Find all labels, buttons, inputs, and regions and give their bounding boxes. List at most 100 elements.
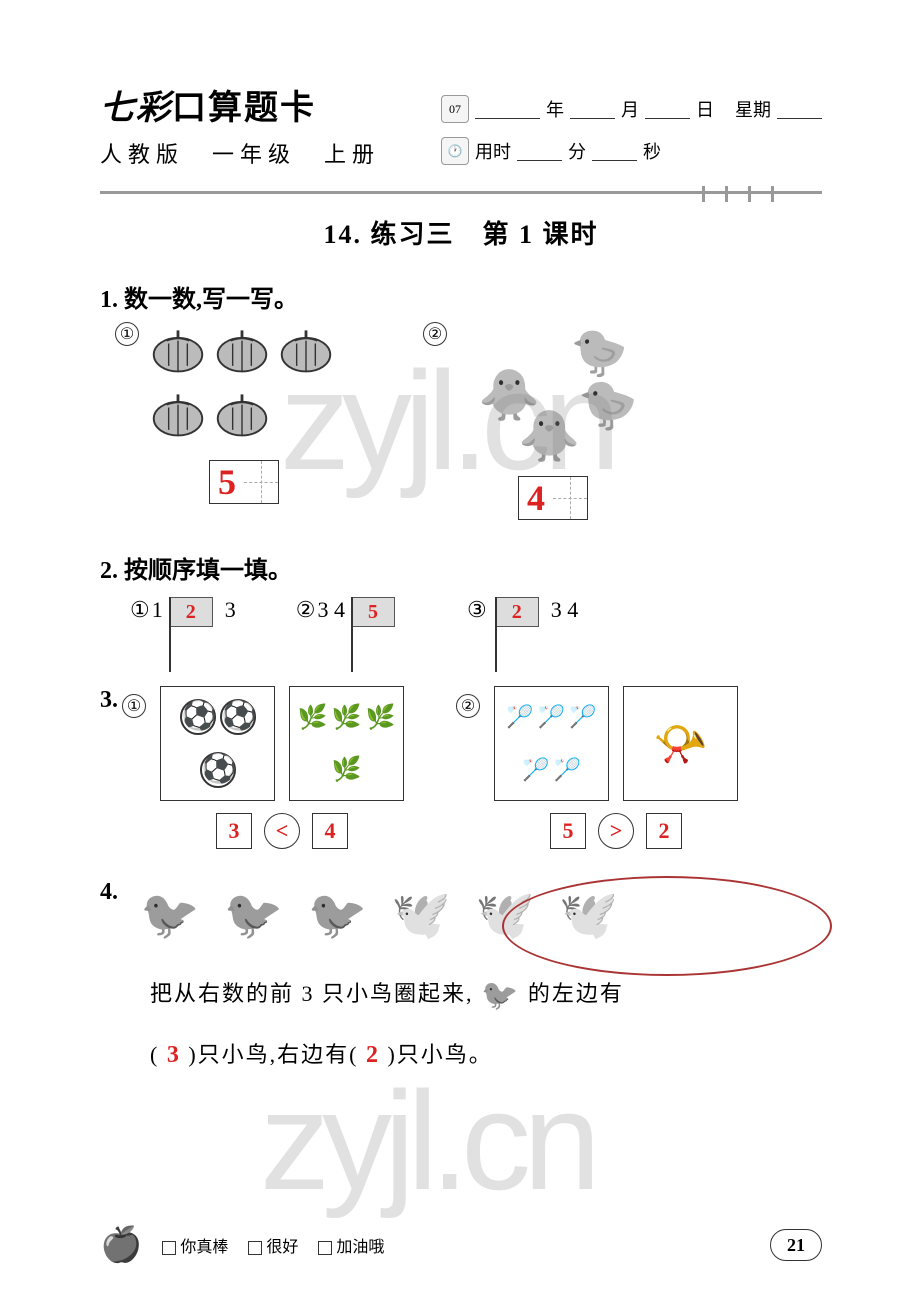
footer-option[interactable]: 你真棒 (162, 1233, 228, 1257)
q2-item-1: ① 1 2 3 (130, 597, 236, 657)
bird-icon: 🐦 (224, 886, 284, 943)
weekday-label: 星期 (735, 96, 771, 122)
bird-icon: 🐦 (140, 886, 200, 943)
question-2: 2. 按顺序填一填。 ① 1 2 3 ② 3 4 5 ③ 2 3 4 (100, 550, 822, 657)
q2-label: 2. 按顺序填一填。 (100, 550, 822, 585)
answer-grid (244, 461, 278, 503)
answer-1: 5 (210, 461, 244, 503)
pumpkin-icon (214, 390, 270, 438)
q4-ans1: 3 (167, 1042, 181, 1068)
q4-ans2: 2 (366, 1042, 380, 1068)
q2-item-2: ② 3 4 5 (296, 597, 407, 657)
q3-label: 3. (100, 687, 118, 713)
plant-icon: 🌿 (298, 703, 328, 732)
question-3: 3. ① 🌿🌿 🌿🌿 3 < 4 ② (100, 687, 822, 849)
watermark-text: zyjl.cn (260, 1060, 593, 1222)
q1-item-1: ① 5 (150, 326, 338, 520)
plant-icon: 🌿 (365, 703, 395, 732)
q2-after: 3 (225, 597, 236, 623)
q2-marker: ① (130, 597, 150, 623)
inline-bird-icon: 🐦 (481, 979, 520, 1012)
q3-group-2: ② 🏸🏸🏸 🏸🏸 📯 5 > 2 (494, 686, 738, 849)
left-num: 3 (216, 813, 252, 849)
flag-icon: 5 (351, 597, 401, 657)
month-blank[interactable] (570, 99, 615, 119)
clock-icon: 🕐 (441, 137, 469, 165)
flag-value: 5 (351, 597, 395, 627)
shuttle-icon: 🏸 (569, 704, 596, 730)
answer-2: 4 (519, 477, 553, 519)
month-label: 月 (621, 96, 639, 122)
weekday-blank[interactable] (777, 99, 822, 119)
compare-op: < (264, 813, 300, 849)
bird-icon: 🕊️ (391, 886, 451, 943)
date-row: 07 年 月 日 星期 (441, 95, 822, 123)
shuttle-box: 🏸🏸🏸 🏸🏸 (494, 686, 609, 801)
footer-option[interactable]: 加油哦 (318, 1233, 384, 1257)
answer-box-1[interactable]: 5 (209, 460, 279, 504)
mascot-icon: 🍎 (100, 1225, 142, 1265)
flag-icon: 2 (169, 597, 219, 657)
pumpkin-icon (214, 326, 270, 374)
whistle-box: 📯 (623, 686, 738, 801)
day-label: 日 (696, 96, 714, 122)
lesson-title: 14. 练习三 第 1 课时 (100, 214, 822, 251)
whistle-icon: 📯 (653, 718, 708, 770)
pumpkin-icon (150, 390, 206, 438)
main-title: 七彩口算题卡 (100, 80, 380, 129)
q2-after: 3 4 (551, 597, 579, 623)
q4-p3c: )只小鸟,右边有( (181, 1042, 366, 1067)
min-blank[interactable] (517, 141, 562, 161)
chick-group: 🐤 🐥 🐤 🐥 (458, 326, 648, 466)
q1-item-2: ② 🐤 🐥 🐤 🐥 4 (458, 326, 648, 520)
q3-group-1: ① 🌿🌿 🌿🌿 3 < 4 (160, 686, 404, 849)
q4-p3o: ( (150, 1042, 167, 1067)
title-suffix: 口算题卡 (172, 90, 316, 127)
q2-before: 1 (152, 597, 163, 623)
bird-row: 🐦 🐦 🐦 🕊️ 🕊️ 🕊️ (100, 886, 822, 943)
time-row: 🕐 用时 分 秒 (441, 137, 822, 165)
pumpkin-icon (278, 326, 334, 374)
title-block: 七彩口算题卡 人教版 一年级 上册 (100, 80, 380, 169)
header-divider (100, 191, 822, 194)
flag-value: 2 (495, 597, 539, 627)
q2-marker: ③ (467, 597, 487, 623)
q1-marker-2: ② (423, 322, 447, 346)
right-num: 4 (312, 813, 348, 849)
chick-icon: 🐥 (518, 407, 580, 466)
answer-grid (553, 477, 587, 519)
pumpkin-icon (150, 326, 206, 374)
left-num: 5 (550, 813, 586, 849)
sec-blank[interactable] (592, 141, 637, 161)
page-number: 21 (770, 1229, 822, 1261)
question-1: 1. 数一数,写一写。 ① 5 ② 🐤 🐥 🐤 🐥 (100, 279, 822, 520)
shuttle-icon: 🏸 (506, 704, 533, 730)
q2-marker: ② (296, 597, 316, 623)
q4-p1: 把从右数的前 3 只小鸟圈起来, (150, 981, 474, 1006)
flag-icon: 2 (495, 597, 545, 657)
worksheet-footer: 🍎 你真棒 很好 加油哦 21 (100, 1225, 822, 1265)
compare-row-1: 3 < 4 (160, 813, 404, 849)
q2-before: 3 4 (317, 597, 345, 623)
plant-box: 🌿🌿 🌿🌿 (289, 686, 404, 801)
answer-box-2[interactable]: 4 (518, 476, 588, 520)
q1-label: 1. 数一数,写一写。 (100, 279, 822, 314)
soccer-icon (220, 699, 256, 735)
q2-item-3: ③ 2 3 4 (467, 597, 578, 657)
year-label: 年 (546, 96, 564, 122)
soccer-box (160, 686, 275, 801)
q3-marker: ② (456, 694, 480, 718)
bird-circle-mark (502, 876, 832, 976)
q3-marker: ① (122, 694, 146, 718)
day-blank[interactable] (645, 99, 690, 119)
flag-value: 2 (169, 597, 213, 627)
footer-option[interactable]: 很好 (248, 1233, 298, 1257)
bird-icon: 🐦 (308, 886, 368, 943)
shuttle-icon: 🏸 (538, 704, 565, 730)
year-blank[interactable] (475, 99, 540, 119)
right-num: 2 (646, 813, 682, 849)
date-block: 07 年 月 日 星期 🕐 用时 分 秒 (441, 95, 822, 179)
calendar-icon: 07 (441, 95, 469, 123)
time-prefix: 用时 (475, 138, 511, 164)
q4-text: 把从右数的前 3 只小鸟圈起来, 🐦 的左边有 ( 3 )只小鸟,右边有( 2 … (100, 963, 822, 1082)
